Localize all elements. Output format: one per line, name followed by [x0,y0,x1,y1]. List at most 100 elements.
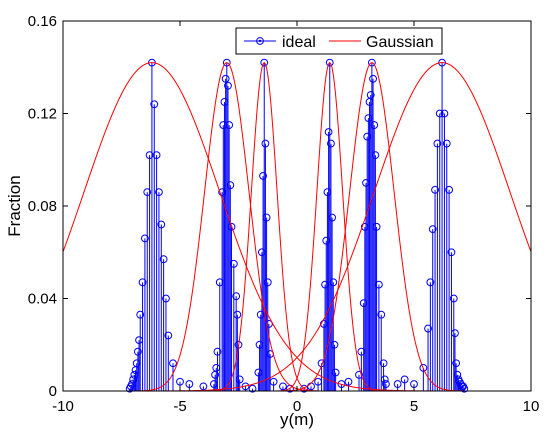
ideal-point [440,109,449,118]
ideal-point [329,278,338,287]
y-tick-label: 0.08 [28,198,57,215]
axis-ticks: -10 -5 0 5 10 0 0.04 0.08 0.12 0.16 [28,13,540,415]
ideal-point [355,370,363,379]
ideal-point [259,172,267,180]
ideal-point [169,359,177,368]
ideal-point [128,380,136,388]
plot-area [63,21,531,391]
ideal-point [382,380,390,388]
ideal-point [362,178,370,187]
ideal-point [452,359,461,368]
ideal-point [328,213,337,222]
ideal-point [393,380,402,388]
ideal-point [212,363,221,372]
ideal-point [176,377,184,386]
ideal-point [337,380,346,388]
legend-ideal-dot [258,39,262,43]
x-tick-label: 10 [523,398,540,415]
legend-gaussian-label: Gaussian [366,34,434,51]
legend-ideal-marker [256,37,264,45]
ideal-point [235,375,244,384]
ideal-point [135,336,143,345]
ideal-point [262,213,271,222]
ideal-point [210,380,218,388]
ideal-point [232,292,241,301]
ideal-point [279,382,287,391]
ideal-point [445,185,454,194]
ideal-point [213,347,222,356]
ideal-point [331,368,340,377]
y-axis-label: Fraction [5,175,24,236]
ideal-point [377,310,386,319]
ideal-point [324,128,333,136]
ideal-point [136,310,145,319]
y-tick-label: 0.16 [28,13,57,30]
ideal-point [227,222,236,231]
ideal-point [344,377,353,386]
ideal-point [221,74,230,83]
ideal-point [199,382,208,391]
ideal-point [419,363,428,372]
ideal-point [129,375,138,384]
ideal-point [400,375,409,384]
ideal-point [157,220,166,229]
ideal-point [321,280,329,289]
ideal-point [323,188,332,197]
ideal-point [263,278,272,287]
x-tick-label: 5 [410,398,418,415]
y-tick-label: 0.12 [28,106,57,123]
ideal-point [159,255,168,264]
ideal-point [460,384,469,393]
ideal-point [138,278,147,287]
y-tick-label: 0.04 [28,291,57,308]
ideal-point [428,225,437,234]
y-tick-label: 0 [49,383,57,400]
ideal-point [185,380,194,388]
x-tick-label: 0 [293,398,301,415]
ideal-point [224,81,232,90]
ideal-point [375,280,383,289]
ideal-point [370,121,379,129]
ideal-point [219,121,228,129]
ideal-point [431,185,439,194]
ideal-point [225,121,234,129]
ideal-point [447,248,456,257]
ideal-point [220,98,229,106]
ideal-point [229,259,238,268]
ideal-point [260,58,269,67]
ideal-point [269,377,278,386]
x-tick-label: -10 [52,398,74,415]
ideal-point [218,188,227,197]
ideal-point [222,58,231,67]
ideal-point [155,188,163,197]
ideal-point [226,181,235,190]
ideal-point [330,340,339,349]
ideal-point [258,248,266,257]
ideal-point [424,324,432,333]
ideal-point [255,340,264,349]
ideal-point [359,299,368,308]
ideal-point [132,359,141,368]
ideal-point [327,139,335,148]
ideal-point [369,74,377,83]
ideal-point [379,359,388,368]
ideal-point [453,370,462,379]
ideal-point [360,222,369,231]
legend-ideal-label: ideal [282,34,316,51]
ideal-point [133,347,142,356]
ideal-point [320,320,328,328]
ideal-point [366,91,375,99]
ideal-point [357,347,366,356]
ideal-point [254,368,263,377]
ideal-point [150,100,159,109]
ideal-point [442,139,451,148]
ideal-point [371,151,380,160]
ideal-point [372,222,381,231]
ideal-point [449,294,458,303]
ideal-point [233,310,242,319]
ideal-point [162,294,170,303]
ideal-point [215,278,224,287]
ideal-point [130,370,139,379]
ideal-point [152,151,161,160]
